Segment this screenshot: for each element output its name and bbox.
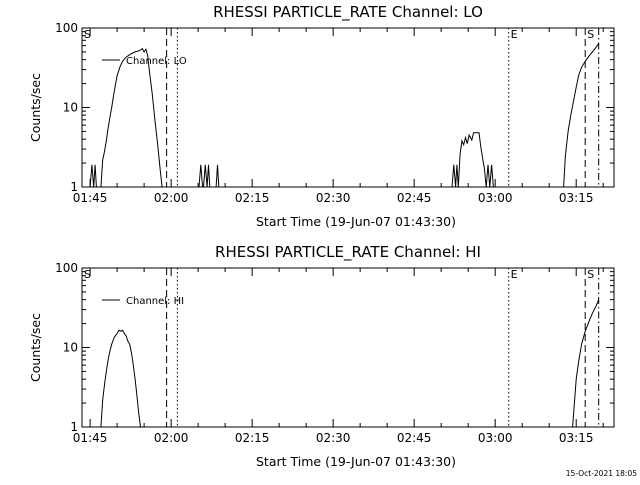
legend-label: Channel: LO [126,56,187,67]
x-axis-label: Start Time (19-Jun-07 01:43:30) [256,214,456,229]
chart-title: RHESSI PARTICLE_RATE Channel: HI [215,243,481,262]
y-axis-label: Counts/sec [28,73,43,142]
series-line [215,164,220,188]
series-line [572,299,600,428]
x-tick-label: 02:45 [397,191,432,205]
x-tick-label: 01:45 [73,431,108,445]
y-tick-label: 100 [55,261,78,275]
y-tick-label: 100 [55,21,78,35]
x-tick-label: 02:00 [154,431,189,445]
series-line [89,47,163,188]
x-tick-label: 02:15 [235,431,270,445]
chart-title: RHESSI PARTICLE_RATE Channel: LO [213,3,483,22]
series-line [100,329,141,428]
series-line [198,164,204,188]
panel-hi: RHESSI PARTICLE_RATE Channel: HI 01:45 02:… [28,243,615,469]
x-axis-label: Start Time (19-Jun-07 01:43:30) [256,454,456,469]
marker-label: E [511,28,518,41]
marker-label: S [587,28,594,41]
x-tick-label: 02:00 [154,191,189,205]
marker-label: E [511,268,518,281]
marker-label: S [84,28,91,41]
y-tick-label: 10 [63,341,78,355]
series-line [563,43,600,188]
x-tick-label: 01:45 [73,191,108,205]
plot-frame [81,27,615,188]
marker-label: S [84,268,91,281]
series-line [451,132,494,188]
x-tick-label: 03:15 [559,431,594,445]
x-tick-label: 02:45 [397,431,432,445]
timestamp: 15-Oct-2021 18:05 [566,469,637,478]
x-tick-label: 03:00 [478,191,513,205]
y-tick-label: 10 [63,101,78,115]
series-line [203,164,211,188]
y-tick-label: 1 [70,420,78,434]
marker-label: S [587,268,594,281]
x-tick-label: 02:30 [316,191,351,205]
x-tick-label: 02:30 [316,431,351,445]
y-tick-label: 1 [70,180,78,194]
x-tick-label: 03:00 [478,431,513,445]
y-axis-label: Counts/sec [28,313,43,382]
plot-frame [81,267,615,428]
x-tick-label: 02:15 [235,191,270,205]
legend-label: Channel: HI [126,296,184,307]
panel-lo: RHESSI PARTICLE_RATE Channel: LO 01:45 02:… [28,3,615,229]
x-tick-label: 03:15 [559,191,594,205]
